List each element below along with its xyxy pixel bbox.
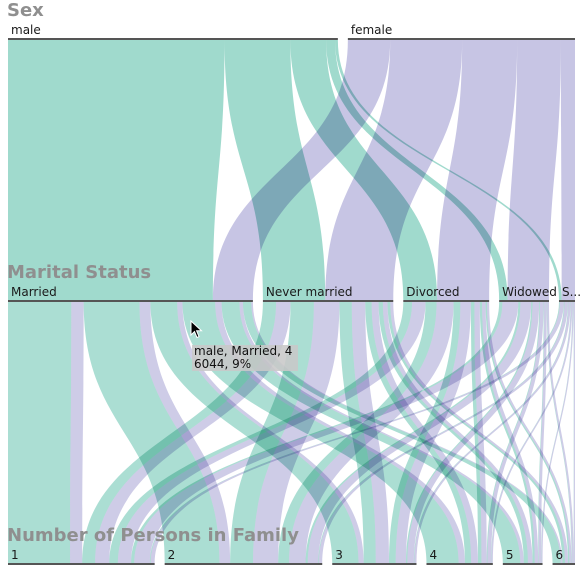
category-label-number-of-persons-in-family-2[interactable]: 2: [168, 548, 176, 562]
ribbon-female-s-5[interactable]: [541, 302, 574, 563]
ribbon-female-never-married-5[interactable]: [382, 302, 533, 563]
ribbon-female-s-6[interactable]: [573, 302, 575, 563]
ribbon-female-never-married-1[interactable]: [95, 302, 291, 563]
ribbon-female-widowed-6[interactable]: [547, 302, 574, 563]
ribbon-female-s-3[interactable]: [414, 302, 571, 563]
axis-bar-marital-status-never-married[interactable]: [262, 300, 394, 302]
ribbon-female-widowed-1[interactable]: [134, 302, 519, 563]
ribbon-male-s-4[interactable]: [491, 302, 571, 563]
label-layer: Sex male female Marital Status Married Never …: [7, 0, 581, 562]
ribbon-male-married-6[interactable]: [242, 302, 561, 563]
category-label-marital-status-married[interactable]: Married: [11, 285, 57, 299]
axis-bar-marital-status-widowed[interactable]: [499, 300, 549, 302]
axis-bar-number-of-persons-in-family-2[interactable]: [164, 563, 323, 565]
axis-bar-number-of-persons-in-family-3[interactable]: [332, 563, 417, 565]
category-label-marital-status-divorced[interactable]: Divorced: [406, 285, 459, 299]
axis-bar-sex-female[interactable]: [347, 38, 575, 40]
ribbon-female-widowed-2[interactable]: [307, 302, 532, 563]
ribbon-female-never-married[interactable]: [325, 40, 463, 300]
hover-tooltip: male, Married, 4 6044, 9%: [192, 345, 298, 371]
ribbon-male-s-5[interactable]: [541, 302, 573, 563]
ribbon-male-married[interactable]: [8, 40, 225, 300]
ribbon-male-married-1[interactable]: [8, 302, 72, 563]
mouse-pointer-icon: [190, 320, 203, 339]
ribbon-female-married[interactable]: [212, 40, 391, 300]
ribbon-male-widowed-4[interactable]: [486, 302, 540, 563]
ribbon-female-s-4[interactable]: [491, 302, 573, 563]
ribbon-female-married-6[interactable]: [251, 302, 563, 563]
tooltip-line2: 6044, 9%: [194, 357, 252, 371]
category-label-number-of-persons-in-family-3[interactable]: 3: [335, 548, 343, 562]
axis-bar-number-of-persons-in-family-4[interactable]: [426, 563, 493, 565]
ribbon-male-widowed-5[interactable]: [538, 302, 545, 563]
ribbon-female-divorced-3[interactable]: [395, 302, 471, 563]
axis-bar-number-of-persons-in-family-5[interactable]: [502, 563, 543, 565]
category-label-sex-female[interactable]: female: [351, 23, 392, 37]
ribbon-female-widowed-3[interactable]: [407, 302, 540, 563]
axis-bar-marital-status-divorced[interactable]: [403, 300, 490, 302]
axis-bar-marital-status-married[interactable]: [8, 300, 253, 302]
category-label-number-of-persons-in-family-6[interactable]: 6: [556, 548, 564, 562]
dimension-title-sex: Sex: [7, 0, 44, 21]
dimension-title-number-of-persons-in-family: Number of Persons in Family: [7, 525, 299, 546]
ribbon-male-married-3[interactable]: [150, 302, 359, 563]
category-label-marital-status-widowed[interactable]: Widowed: [502, 285, 557, 299]
axis-layer: [8, 38, 575, 565]
ribbon-female-s-2[interactable]: [318, 302, 568, 563]
ribbon-male-s-3[interactable]: [413, 302, 569, 563]
category-label-number-of-persons-in-family-4[interactable]: 4: [429, 548, 437, 562]
axis-bar-number-of-persons-in-family-1[interactable]: [8, 563, 155, 565]
category-label-marital-status-never-married[interactable]: Never married: [266, 285, 353, 299]
tooltip-line1: male, Married, 4: [194, 344, 293, 358]
ribbon-female-widowed[interactable]: [507, 40, 561, 300]
ribbon-male-divorced-1[interactable]: [109, 302, 413, 563]
ribbon-female-divorced-5[interactable]: [482, 302, 539, 563]
ribbon-female-married-4[interactable]: [215, 302, 465, 563]
ribbon-male-widowed-3[interactable]: [406, 302, 533, 563]
ribbon-female-never-married-2[interactable]: [253, 302, 340, 563]
axis-bar-marital-status-s[interactable]: [558, 300, 575, 302]
ribbon-male-never-married-5[interactable]: [378, 302, 528, 563]
ribbon-male-s-2[interactable]: [318, 302, 565, 563]
ribbon-female-divorced[interactable]: [437, 40, 518, 300]
ribbon-female-s[interactable]: [560, 40, 575, 300]
ribbon-male-widowed-2[interactable]: [305, 302, 521, 563]
ribbon-female-divorced-1[interactable]: [117, 302, 426, 563]
category-label-marital-status-s[interactable]: S...: [562, 285, 581, 299]
ribbon-female-widowed-5[interactable]: [538, 302, 547, 563]
ribbon-male-s[interactable]: [335, 40, 562, 300]
ribbon-female-divorced-2[interactable]: [288, 302, 454, 563]
ribbon-male-never-married[interactable]: [224, 40, 326, 300]
ribbon-layer: [8, 40, 575, 563]
ribbon-male-divorced-5[interactable]: [479, 302, 535, 563]
ribbon-female-s-1[interactable]: [150, 302, 564, 563]
ribbon-male-never-married-1[interactable]: [82, 302, 277, 563]
axis-bar-number-of-persons-in-family-6[interactable]: [552, 563, 575, 565]
dimension-title-marital-status: Marital Status: [7, 262, 151, 283]
ribbon-female-divorced-6[interactable]: [486, 302, 572, 563]
ribbon-male-divorced-6[interactable]: [485, 302, 570, 563]
ribbon-female-married-1[interactable]: [70, 302, 84, 563]
ribbon-male-widowed-1[interactable]: [131, 302, 503, 563]
ribbon-female-married-5[interactable]: [239, 302, 524, 563]
ribbon-female-widowed-4[interactable]: [487, 302, 544, 563]
category-label-number-of-persons-in-family-5[interactable]: 5: [506, 548, 514, 562]
ribbon-male-s-1[interactable]: [149, 302, 560, 563]
category-label-sex-male[interactable]: male: [11, 23, 41, 37]
category-label-number-of-persons-in-family-1[interactable]: 1: [11, 548, 19, 562]
axis-bar-sex-male[interactable]: [8, 38, 338, 40]
ribbon-male-widowed-6[interactable]: [546, 302, 572, 563]
